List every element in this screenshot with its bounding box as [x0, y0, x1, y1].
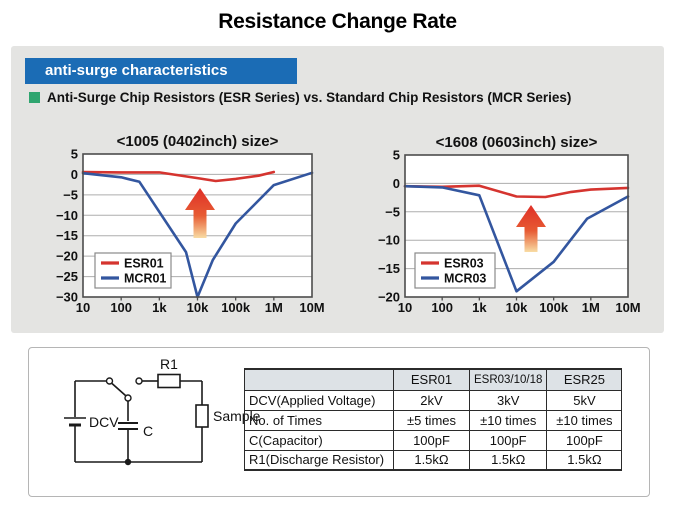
- x-tick-label: 100: [110, 300, 132, 315]
- table-body: DCV(Applied Voltage) 2kV 3kV 5kV No. of Time…: [244, 389, 623, 471]
- page-title: Resistance Change Rate: [218, 10, 457, 33]
- table-cell: 100pF: [393, 429, 470, 451]
- table-column-header: ESR25: [546, 368, 623, 391]
- table-corner-cell: [244, 368, 394, 391]
- y-tick-label: 0: [393, 176, 400, 191]
- y-tick-label: −10: [378, 233, 400, 248]
- label-dcv: DCV: [89, 414, 119, 430]
- chart-1005-0402-size: 10 100 1k 10k 100k 1M 10M 5 0 −5 −10 −15 −20 −25 −30 <1…: [56, 133, 325, 315]
- legend-label: ESR01: [124, 257, 164, 271]
- anti-surge-panel: anti-surge characteristics Anti-Surge Ch…: [11, 46, 664, 333]
- y-tick-label: 5: [393, 148, 400, 163]
- legend-label: ESR03: [444, 257, 484, 271]
- y-tick-label: −20: [56, 249, 78, 264]
- table-cell: 2kV: [393, 389, 470, 411]
- x-tick-label: 10: [398, 300, 412, 315]
- sample-resistor-symbol: [195, 404, 209, 428]
- x-tick-label: 1M: [265, 300, 283, 315]
- y-tick-label: −25: [56, 269, 78, 284]
- table-row: No. of Times ±5 times ±10 times ±10 times: [244, 409, 623, 431]
- table-cell: ±10 times: [468, 409, 548, 431]
- table-cell: ±10 times: [546, 409, 623, 431]
- table-row-label: R1(Discharge Resistor): [244, 449, 394, 471]
- improvement-up-arrow-icon: [516, 205, 546, 252]
- legend-label: MCR01: [124, 272, 166, 286]
- legend-box: [414, 252, 496, 289]
- y-tick-label: 5: [71, 147, 78, 162]
- series-line-ESR03: [403, 184, 630, 199]
- resistor-r1-symbol: [157, 373, 181, 389]
- section-banner: anti-surge characteristics: [25, 58, 297, 84]
- chart-title: <1608 (0603inch) size>: [436, 134, 598, 151]
- y-tick-label: −10: [56, 208, 78, 223]
- switch-contact-right: [135, 377, 143, 385]
- table-cell: 3kV: [468, 389, 548, 411]
- table-cell: 1.5kΩ: [468, 449, 548, 471]
- x-tick-label: 10k: [187, 300, 209, 315]
- circuit-wires: [74, 380, 203, 463]
- label-r1: R1: [160, 356, 178, 372]
- table-row: C(Capacitor) 100pF 100pF 100pF: [244, 429, 623, 451]
- x-tick-label: 10k: [506, 300, 528, 315]
- switch-pole: [124, 394, 132, 402]
- x-tick-label: 10M: [299, 300, 324, 315]
- table-cell: ±5 times: [393, 409, 470, 431]
- table-column-header: ESR03/10/18: [468, 368, 548, 391]
- chart-title: <1005 (0402inch) size>: [117, 133, 279, 150]
- x-tick-label: 1M: [582, 300, 600, 315]
- legend-box: [94, 252, 172, 289]
- green-square-bullet-icon: [29, 91, 40, 103]
- y-tick-label: −20: [378, 290, 400, 305]
- table-cell: 100pF: [546, 429, 623, 451]
- y-tick-label: −15: [378, 261, 400, 276]
- x-tick-label: 10: [76, 300, 90, 315]
- y-tick-label: −15: [56, 228, 78, 243]
- switch-contact-left: [105, 377, 114, 385]
- section-banner-label: anti-surge characteristics: [45, 62, 228, 79]
- capacitor-symbol: [118, 422, 138, 430]
- x-tick-label: 100k: [221, 300, 251, 315]
- x-tick-label: 1k: [152, 300, 167, 315]
- series-line-MCR03: [403, 184, 630, 293]
- table-row: DCV(Applied Voltage) 2kV 3kV 5kV: [244, 389, 623, 411]
- comparison-subtitle: Anti-Surge Chip Resistors (ESR Series) v…: [29, 89, 571, 105]
- x-tick-label: 100k: [539, 300, 569, 315]
- y-tick-label: 0: [71, 167, 78, 182]
- junction-dot: [124, 458, 132, 466]
- table-head: ESR01 ESR03/10/18 ESR25: [244, 368, 623, 391]
- chart-1608-0603-size: 10 100 1k 10k 100k 1M 10M 5 0 −5 −10 −15 −20 <1608 (0…: [378, 134, 641, 315]
- x-tick-label: 100: [431, 300, 453, 315]
- table-cell: 1.5kΩ: [393, 449, 470, 471]
- comparison-subtitle-text: Anti-Surge Chip Resistors (ESR Series) v…: [47, 89, 572, 105]
- table-cell: 5kV: [546, 389, 623, 411]
- y-tick-label: −5: [385, 204, 400, 219]
- battery-symbol: [64, 417, 86, 427]
- table-row-label: No. of Times: [244, 409, 394, 431]
- table-row: R1(Discharge Resistor) 1.5kΩ 1.5kΩ 1.5kΩ: [244, 449, 623, 471]
- improvement-up-arrow-icon: [185, 188, 215, 238]
- x-tick-label: 1k: [472, 300, 487, 315]
- x-tick-label: 10M: [615, 300, 640, 315]
- test-conditions-table: ESR01 ESR03/10/18 ESR25 DCV(Applied Voltag…: [244, 368, 623, 471]
- label-c: C: [143, 423, 153, 439]
- series-line-ESR01: [81, 170, 276, 183]
- y-tick-label: −5: [63, 187, 78, 202]
- table-row-label: DCV(Applied Voltage): [244, 389, 394, 411]
- test-condition-panel: R1 DCV C Sample ESR01 ESR03/10/18 ESR25 DC…: [28, 347, 650, 497]
- legend-label: MCR03: [444, 272, 486, 286]
- table-cell: 100pF: [468, 429, 548, 451]
- table-column-header: ESR01: [393, 368, 470, 391]
- table-cell: 1.5kΩ: [546, 449, 623, 471]
- y-tick-label: −30: [56, 290, 78, 305]
- table-row-label: C(Capacitor): [244, 429, 394, 451]
